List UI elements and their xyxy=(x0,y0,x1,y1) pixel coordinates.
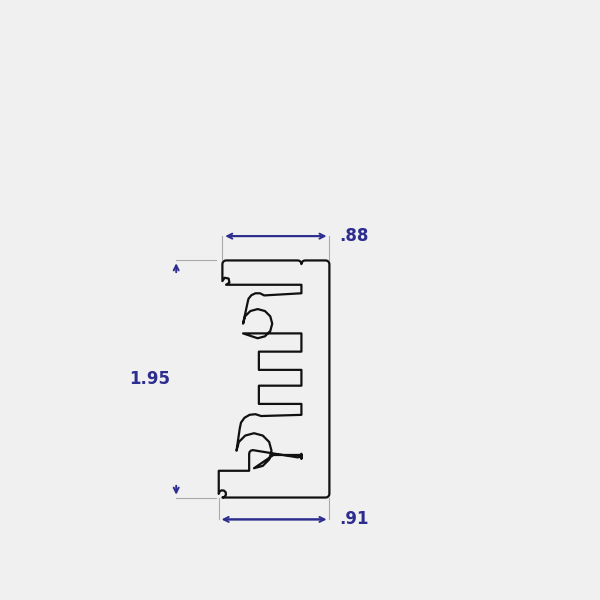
Text: .91: .91 xyxy=(339,511,368,529)
Text: .88: .88 xyxy=(339,227,368,245)
Text: 1.95: 1.95 xyxy=(129,370,170,388)
